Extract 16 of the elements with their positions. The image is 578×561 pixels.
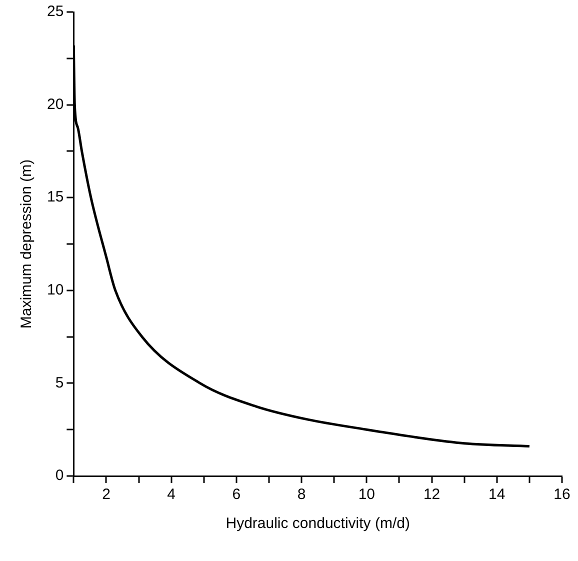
y-tick-label: 15 <box>46 188 64 206</box>
y-tick-label: 0 <box>55 467 64 484</box>
y-tick-label: 5 <box>55 374 64 392</box>
x-tick-label: 16 <box>554 486 570 504</box>
x-tick-label: 14 <box>488 486 506 504</box>
x-tick-label: 12 <box>423 486 440 504</box>
y-tick-label: 25 <box>46 3 64 20</box>
x-tick-label: 6 <box>232 486 241 504</box>
y-tick-label: 20 <box>46 96 64 113</box>
y-tick-label: 10 <box>46 282 64 299</box>
x-tick-label: 4 <box>167 486 176 504</box>
x-tick-label: 2 <box>102 486 110 504</box>
x-tick-label: 8 <box>297 486 306 504</box>
x-axis-title: Hydraulic conductivity (m/d) <box>226 515 410 532</box>
x-tick-label: 10 <box>358 486 376 504</box>
y-axis-title: Maximum depression (m) <box>18 159 36 329</box>
